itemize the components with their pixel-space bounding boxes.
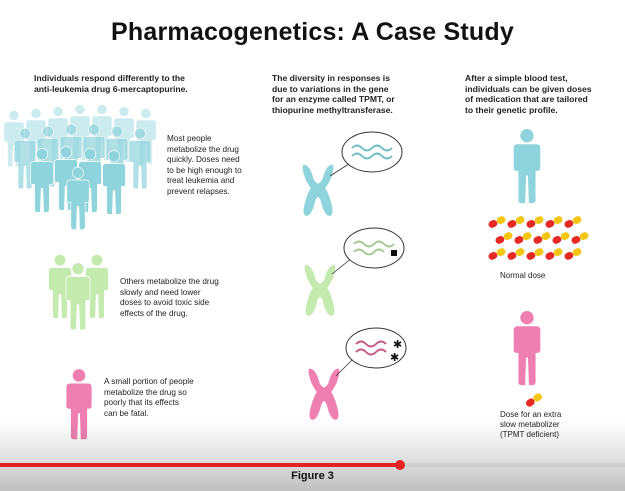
extra-slow-line-1: Dose for an extra <box>500 410 562 419</box>
extra-slow-line-3: (TPMT deficient) <box>500 430 610 440</box>
middle-column-heading: The diversity in responses is due to var… <box>272 73 432 115</box>
left-column-heading: Individuals respond differently to the a… <box>34 73 234 94</box>
chromosome-green <box>304 227 405 316</box>
right-column-heading: After a simple blood test, individuals c… <box>465 73 625 115</box>
fast-metabolizer-crowd <box>3 104 157 231</box>
fast-note-line-2: metabolize the drug <box>167 144 239 154</box>
right-heading-line-1: After a simple blood test, <box>465 73 568 83</box>
slide-title: Pharmacogenetics: A Case Study <box>111 18 514 46</box>
chromosome-blue <box>302 131 403 216</box>
poor-note-line-1: A small portion of people <box>104 377 194 386</box>
fast-note-line-6: prevent relapses. <box>167 186 230 196</box>
single-dose-pill <box>525 393 543 407</box>
right-heading-line-2: individuals can be given doses <box>465 83 592 94</box>
extra-slow-patient <box>513 311 541 386</box>
slow-note-line-4: effects of the drug. <box>120 308 188 318</box>
video-progress-bar[interactable] <box>0 460 625 470</box>
poor-note-line-2: metabolize the drug so <box>104 387 187 397</box>
video-overlay-gradient <box>0 420 625 491</box>
fast-note-line-5: treat leukemia and <box>167 176 235 185</box>
mutation-marker <box>391 250 397 256</box>
mutation-star-1: ✱ <box>393 338 402 351</box>
poor-metabolizer-note: A small portion of people metabolize the… <box>104 377 254 419</box>
poor-note-line-4: can be fatal. <box>104 408 149 418</box>
fast-metabolizer-note: Most people metabolize the drug quickly.… <box>167 134 277 197</box>
slow-note-line-1: Others metabolize the drug <box>120 277 219 286</box>
chromosome-pink: ✱ ✱ <box>308 327 407 420</box>
fast-note-line-3: quickly. Doses need <box>167 155 240 164</box>
slow-metabolizer-note: Others metabolize the drug slowly and ne… <box>120 277 260 319</box>
right-heading-line-3: of medication that are tailored <box>465 94 588 104</box>
slow-note-line-2: slowly and need lower <box>120 287 201 297</box>
extra-slow-line-2: slow metabolizer <box>500 420 610 430</box>
video-progress-fill <box>0 463 400 467</box>
right-heading-line-4: to their genetic profile. <box>465 104 558 115</box>
fast-note-line-1: Most people <box>167 134 212 143</box>
left-heading-line-1: Individuals respond differently to the <box>34 73 185 83</box>
normal-dose-pills <box>488 216 589 260</box>
poor-note-line-3: poorly that its effects <box>104 398 179 407</box>
extra-slow-dose-label: Dose for an extra slow metabolizer (TPMT… <box>500 410 610 440</box>
mutation-star-2: ✱ <box>390 351 399 364</box>
middle-heading-line-2: due to variations in the gene <box>272 83 389 94</box>
fast-note-line-4: to be high enough to <box>167 165 242 175</box>
figure-caption: Figure 3 <box>291 470 334 482</box>
middle-heading-line-3: for an enzyme called TPMT, or <box>272 94 395 104</box>
middle-heading-line-4: thiopurine methyltransferase. <box>272 104 393 115</box>
middle-heading-line-1: The diversity in responses is <box>272 73 390 83</box>
normal-dose-label: Normal dose <box>500 271 546 280</box>
left-heading-line-2: anti-leukemia drug 6-mercaptopurine. <box>34 83 188 94</box>
video-scrubber-handle[interactable] <box>395 460 405 470</box>
slow-metabolizer-group <box>48 253 109 331</box>
slow-note-line-3: doses to avoid toxic side <box>120 298 210 307</box>
normal-patient <box>513 129 541 204</box>
